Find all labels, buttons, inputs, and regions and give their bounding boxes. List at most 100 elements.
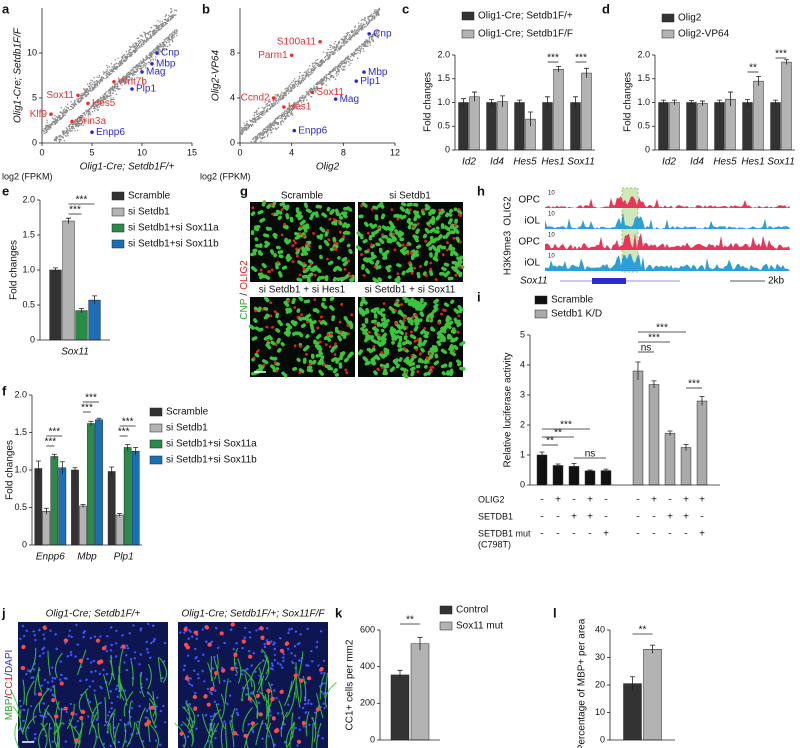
channel: OLIG2 [239, 260, 250, 290]
separator: / [4, 673, 15, 676]
y-axis-label: Olig2-VP64 [211, 49, 222, 101]
y-tick-label: 5 [520, 329, 525, 339]
bar [742, 102, 753, 151]
condition-sign: - [636, 529, 639, 540]
bar [680, 447, 692, 486]
error-bar [88, 420, 94, 426]
legend-label: Setdb1 K/D [551, 309, 602, 320]
x-tick-label: Sox11 [61, 347, 89, 358]
cell-label: OPC [518, 195, 540, 206]
legend-label: Scramble [551, 295, 594, 306]
error-bar [573, 96, 578, 109]
point-cloud [240, 7, 381, 143]
legend-swatch [111, 223, 125, 233]
bar [696, 400, 708, 486]
bar [115, 514, 124, 546]
legend-swatch [461, 11, 475, 21]
condition-sign: - [556, 529, 559, 540]
bar [664, 433, 676, 486]
error-bar [545, 96, 550, 109]
gene-label: Mbp [156, 58, 176, 69]
error-bar [472, 91, 477, 102]
stain [360, 204, 463, 281]
track-scale: 10 [548, 191, 555, 197]
error-bar [555, 463, 561, 467]
x-tick-label: Sox11 [767, 157, 795, 168]
bar [497, 101, 508, 151]
panel-letter: i [477, 289, 481, 304]
micrograph [18, 622, 168, 748]
column-title: Olig1-Cre; Setdb1F/+ [46, 609, 141, 620]
y-tick-label: 400 [360, 661, 375, 671]
y-tick-label: 4 [230, 92, 235, 102]
y-tick-label: 1.0 [14, 464, 27, 474]
bar [643, 649, 662, 741]
x-tick-label: Id4 [490, 157, 504, 168]
y-tick-label: 2.0 [637, 49, 650, 59]
channel: DAPI [4, 650, 15, 673]
bar [542, 102, 553, 151]
stain [20, 625, 155, 743]
bar [584, 470, 596, 486]
condition-sign: + [683, 495, 689, 506]
error-bar [651, 380, 657, 389]
legend-label: Scramble [128, 191, 171, 202]
gene-label: Wnt7b [118, 76, 147, 87]
legend-swatch [111, 207, 125, 217]
signal-track [545, 212, 790, 229]
significance: ** [406, 615, 414, 626]
error-bar [35, 460, 41, 476]
gene-point [70, 119, 74, 124]
panel-letter: l [553, 605, 557, 620]
bar [34, 468, 43, 546]
x-axis-label: Olig2 [316, 162, 340, 173]
y-axis-label: Olig1-Cre; Setdb1F/F [13, 27, 24, 123]
y-axis-label: Percentage of MBP+ per area [577, 618, 588, 748]
condition-sign: - [540, 512, 543, 523]
gene-point [86, 101, 90, 106]
column-title: Olig1-Cre; Setdb1F/+; Sox11F/F [182, 609, 326, 620]
fibers [11, 647, 168, 748]
x-tick-label: Id2 [462, 157, 476, 168]
bar [410, 643, 430, 741]
y-tick-label: 8 [230, 47, 235, 57]
y-tick-label: 0.5 [14, 502, 27, 512]
error-bar [630, 676, 635, 691]
error-bar [53, 267, 58, 273]
error-bar [96, 417, 102, 422]
error-bar [635, 361, 641, 380]
gene-label: Hes5 [92, 98, 116, 109]
condition-sign: + [571, 512, 577, 523]
x-tick-label: Enpp6 [36, 552, 65, 563]
gene-point [333, 97, 338, 101]
gene-label: Plp1 [136, 84, 156, 95]
y-tick-label: 5 [32, 92, 37, 102]
error-bar [489, 99, 494, 106]
condition-sign: - [652, 529, 655, 540]
error-bar [667, 430, 673, 436]
panel-letter: c [402, 1, 409, 16]
bar [753, 80, 764, 151]
y-tick-label: 1.5 [637, 73, 650, 83]
gene-point [362, 70, 366, 74]
track-scale: 10 [548, 212, 555, 218]
error-bar [461, 98, 466, 107]
legend-swatch [149, 423, 163, 433]
y-axis-label: Fold changes [9, 240, 20, 300]
x-tick-label: Hes5 [713, 157, 737, 168]
bar [458, 102, 469, 151]
error-bar [43, 507, 49, 515]
error-bar [745, 99, 750, 106]
error-bar [672, 99, 677, 105]
gene-label: Hes1 [288, 102, 312, 113]
panel-letter: j [1, 605, 6, 620]
y-tick-label: 0 [32, 137, 37, 147]
y-tick-label: 40 [595, 624, 605, 634]
legend-swatch [534, 309, 548, 319]
panel-letter: k [335, 605, 343, 620]
channel: MBP [4, 698, 15, 720]
error-bar [528, 111, 533, 127]
y-tick-label: 0 [22, 539, 27, 549]
bar [50, 456, 59, 546]
panel-letter: h [477, 183, 485, 198]
